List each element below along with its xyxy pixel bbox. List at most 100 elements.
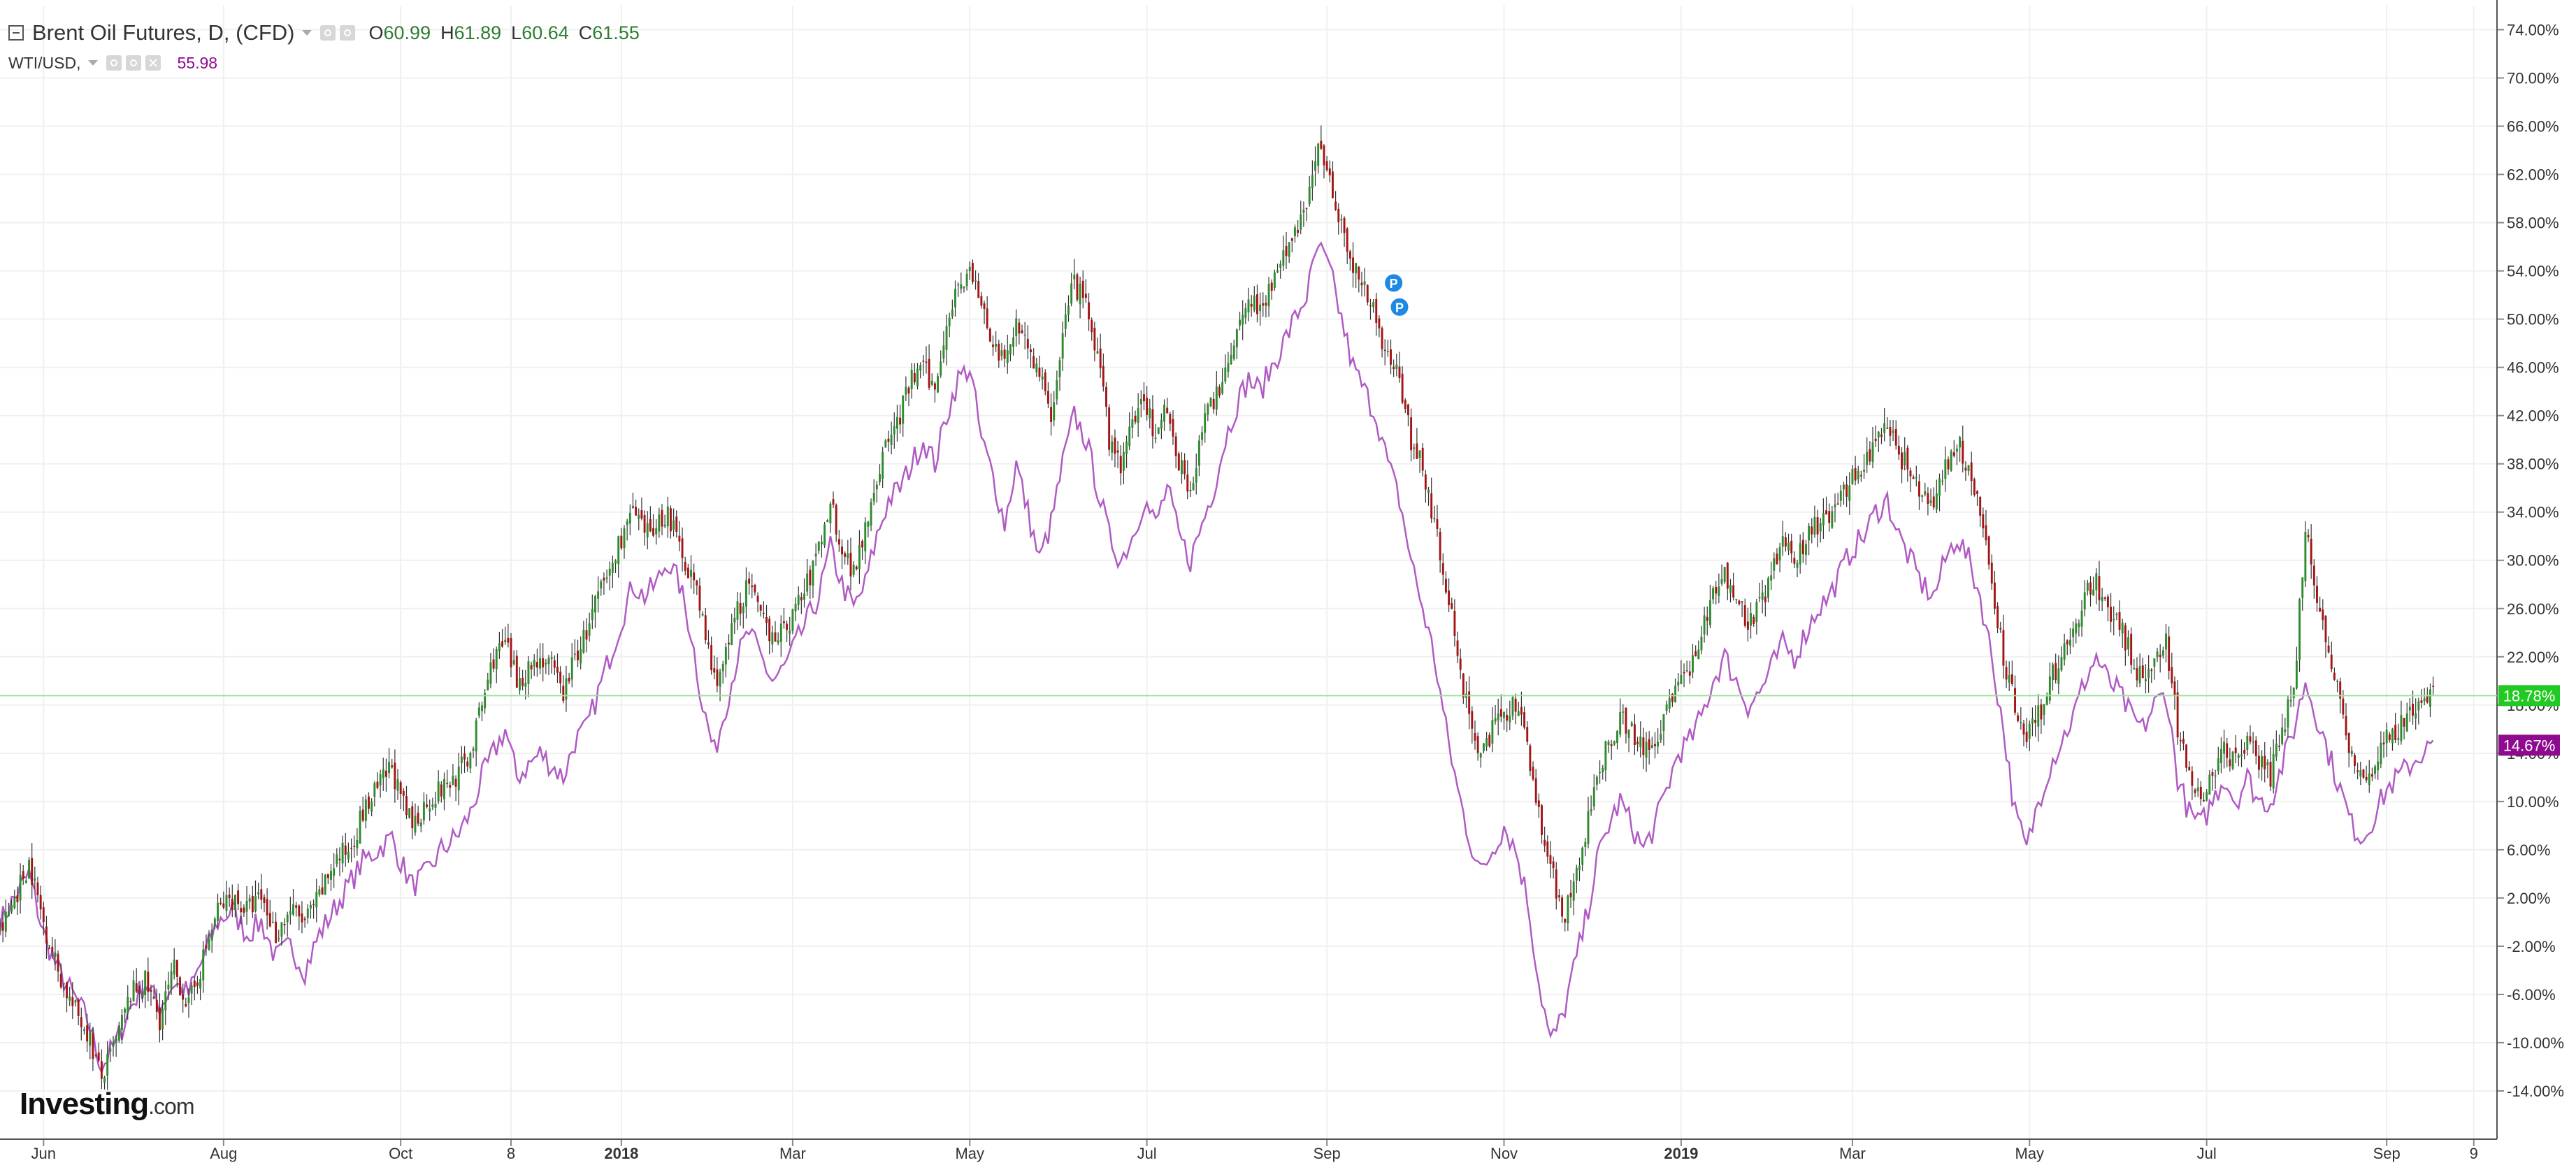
candle-body	[1753, 616, 1755, 624]
candle-body	[2217, 758, 2219, 772]
candle-body	[1561, 897, 1564, 917]
candle	[1836, 493, 1839, 505]
candle	[2275, 730, 2278, 761]
candle-body	[716, 669, 719, 686]
candle	[1099, 333, 1102, 378]
main-series-title[interactable]: Brent Oil Futures, D, (CFD)	[32, 20, 295, 45]
candle	[1053, 391, 1056, 426]
candle-body	[2350, 751, 2353, 755]
candle-body	[2380, 742, 2382, 764]
candle-body	[1883, 423, 1886, 433]
candle	[1366, 284, 1369, 305]
candle-body	[1209, 398, 1212, 407]
candle	[1509, 700, 1511, 730]
candle-body	[782, 621, 785, 623]
candle-body	[960, 284, 963, 289]
candle-body	[2316, 586, 2318, 603]
chevron-down-icon[interactable]	[87, 60, 98, 66]
candle	[1993, 571, 1996, 615]
candle	[1662, 714, 1665, 746]
candle	[782, 607, 785, 629]
candle-body	[530, 665, 533, 670]
candle	[1227, 352, 1230, 378]
candle-body	[2234, 747, 2237, 753]
candle-body	[2304, 532, 2307, 581]
candle-body	[271, 922, 274, 923]
candle	[1796, 559, 1799, 577]
format-icon[interactable]	[339, 25, 355, 41]
candle	[2092, 577, 2095, 596]
chevron-down-icon[interactable]	[301, 30, 312, 36]
candle-body	[1706, 616, 1708, 621]
candle-body	[905, 386, 907, 395]
candle-body	[59, 974, 62, 987]
candle-body	[286, 914, 289, 923]
candle-body	[1259, 304, 1262, 312]
candle	[2217, 746, 2219, 775]
candle-body	[2347, 733, 2350, 753]
candle-body	[492, 659, 495, 669]
candle	[1128, 412, 1131, 450]
candle	[771, 625, 774, 653]
candle-body	[89, 1032, 92, 1046]
candle-body	[501, 641, 504, 647]
settings-icon[interactable]	[106, 55, 122, 71]
candle	[779, 615, 782, 657]
candle	[152, 988, 155, 999]
markers[interactable]: PP	[1383, 272, 1411, 318]
candle	[231, 884, 233, 918]
x-tick-label: Aug	[210, 1145, 237, 1162]
candle	[1549, 841, 1552, 878]
candle	[515, 650, 518, 688]
candle	[774, 621, 777, 642]
candle-body	[1221, 382, 1224, 394]
settings-icon[interactable]	[319, 25, 336, 41]
candle	[295, 902, 298, 917]
ohlc-high: H61.89	[440, 22, 502, 43]
candle	[1700, 625, 1703, 655]
candle-body	[2040, 704, 2043, 720]
candle	[1683, 663, 1685, 688]
format-icon[interactable]	[125, 55, 141, 71]
candle-body	[24, 880, 27, 883]
candle-body	[190, 985, 193, 994]
candle-body	[2391, 728, 2394, 744]
candle	[147, 957, 150, 1001]
candle-body	[533, 659, 535, 667]
close-icon[interactable]	[145, 55, 161, 71]
candle	[1694, 645, 1697, 657]
candle-body	[437, 781, 440, 802]
grid	[0, 6, 2497, 1140]
candle-body	[2057, 668, 2060, 684]
candle-body	[2130, 633, 2133, 665]
candle	[2397, 723, 2400, 746]
candle	[733, 607, 736, 634]
candle	[1320, 125, 1323, 150]
candle	[1822, 498, 1825, 540]
candle	[298, 904, 301, 931]
candle-body	[1854, 468, 1857, 481]
candle	[1091, 317, 1093, 341]
candle	[2153, 658, 2156, 680]
candle	[1023, 321, 1026, 350]
secondary-series-title[interactable]: WTI/USD,	[8, 53, 81, 72]
candle-body	[312, 904, 315, 906]
candle	[690, 555, 692, 589]
candle-body	[721, 663, 724, 672]
candle-body	[1337, 208, 1340, 222]
candle	[2394, 712, 2397, 743]
candle	[2206, 789, 2208, 802]
candle	[1947, 456, 1950, 475]
candle-body	[1996, 606, 1999, 628]
candle-body	[318, 889, 321, 895]
collapse-icon[interactable]	[8, 25, 24, 41]
candle-body	[1801, 540, 1804, 555]
candle-body	[1479, 753, 1482, 758]
candle-body	[1154, 437, 1157, 440]
candle	[1172, 410, 1174, 445]
candle-body	[902, 396, 905, 424]
candle-body	[16, 895, 19, 902]
candle	[475, 717, 477, 767]
